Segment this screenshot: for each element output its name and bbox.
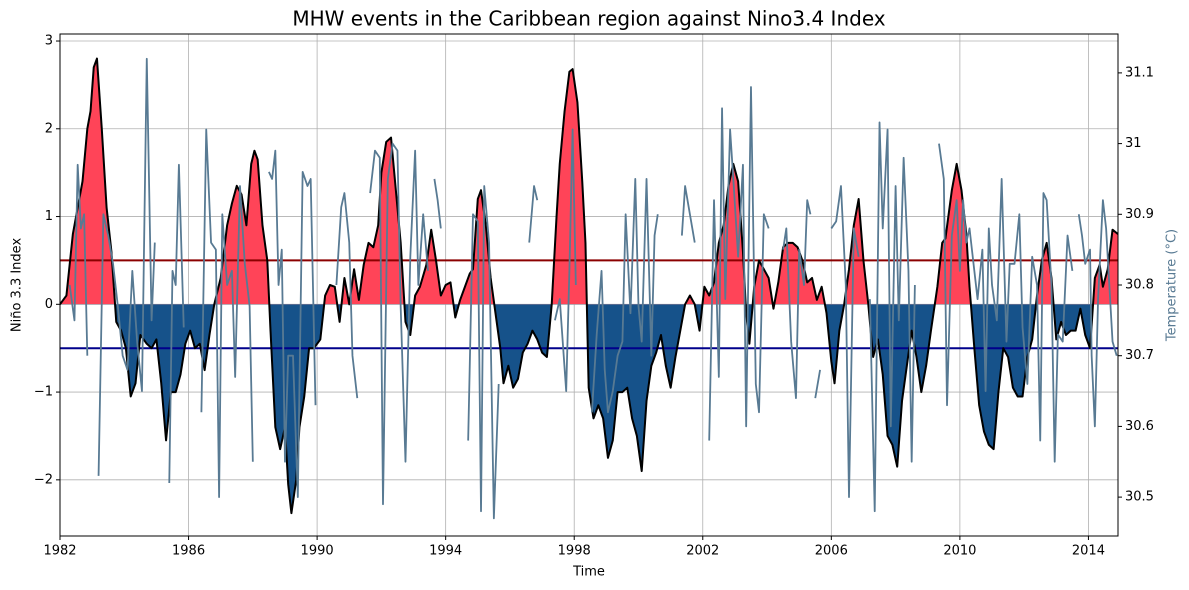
y-tick-label: −2 <box>34 472 53 487</box>
y2-axis-label: Temperature (°C) <box>1165 229 1180 342</box>
y-tick-label: −1 <box>34 385 53 400</box>
y2-tick-label: 30.7 <box>1125 348 1154 363</box>
y-tick-label: 0 <box>45 297 53 312</box>
x-tick-label: 1986 <box>172 544 205 559</box>
y2-tick-label: 30.6 <box>1125 419 1154 434</box>
plot-area <box>60 57 1118 520</box>
x-tick-label: 1998 <box>558 544 591 559</box>
x-tick-label: 1994 <box>429 544 462 559</box>
y-tick-label: 1 <box>45 209 53 224</box>
y2-tick-label: 30.5 <box>1125 490 1154 505</box>
x-axis-label: Time <box>572 565 605 580</box>
y-axis-label: Niño 3.3 Index <box>10 238 25 333</box>
plot-frame <box>59 33 1119 537</box>
chart-title: MHW events in the Caribbean region again… <box>292 7 885 31</box>
x-tick-label: 1990 <box>301 544 334 559</box>
negative-fill <box>60 304 1118 514</box>
y2-tick-label: 31 <box>1125 136 1142 151</box>
y-tick-label: 3 <box>45 34 53 49</box>
y2-tick-label: 31.1 <box>1125 65 1154 80</box>
x-tick-label: 2006 <box>815 544 848 559</box>
x-tick-label: 2010 <box>943 544 976 559</box>
x-tick-label: 2002 <box>686 544 719 559</box>
series-line <box>68 57 1118 520</box>
y2-tick-label: 30.9 <box>1125 207 1154 222</box>
y2-tick-label: 30.8 <box>1125 278 1154 293</box>
series-line <box>60 57 1118 515</box>
y-tick-label: 2 <box>45 121 53 136</box>
x-tick-label: 2014 <box>1072 544 1105 559</box>
x-tick-label: 1982 <box>43 544 76 559</box>
